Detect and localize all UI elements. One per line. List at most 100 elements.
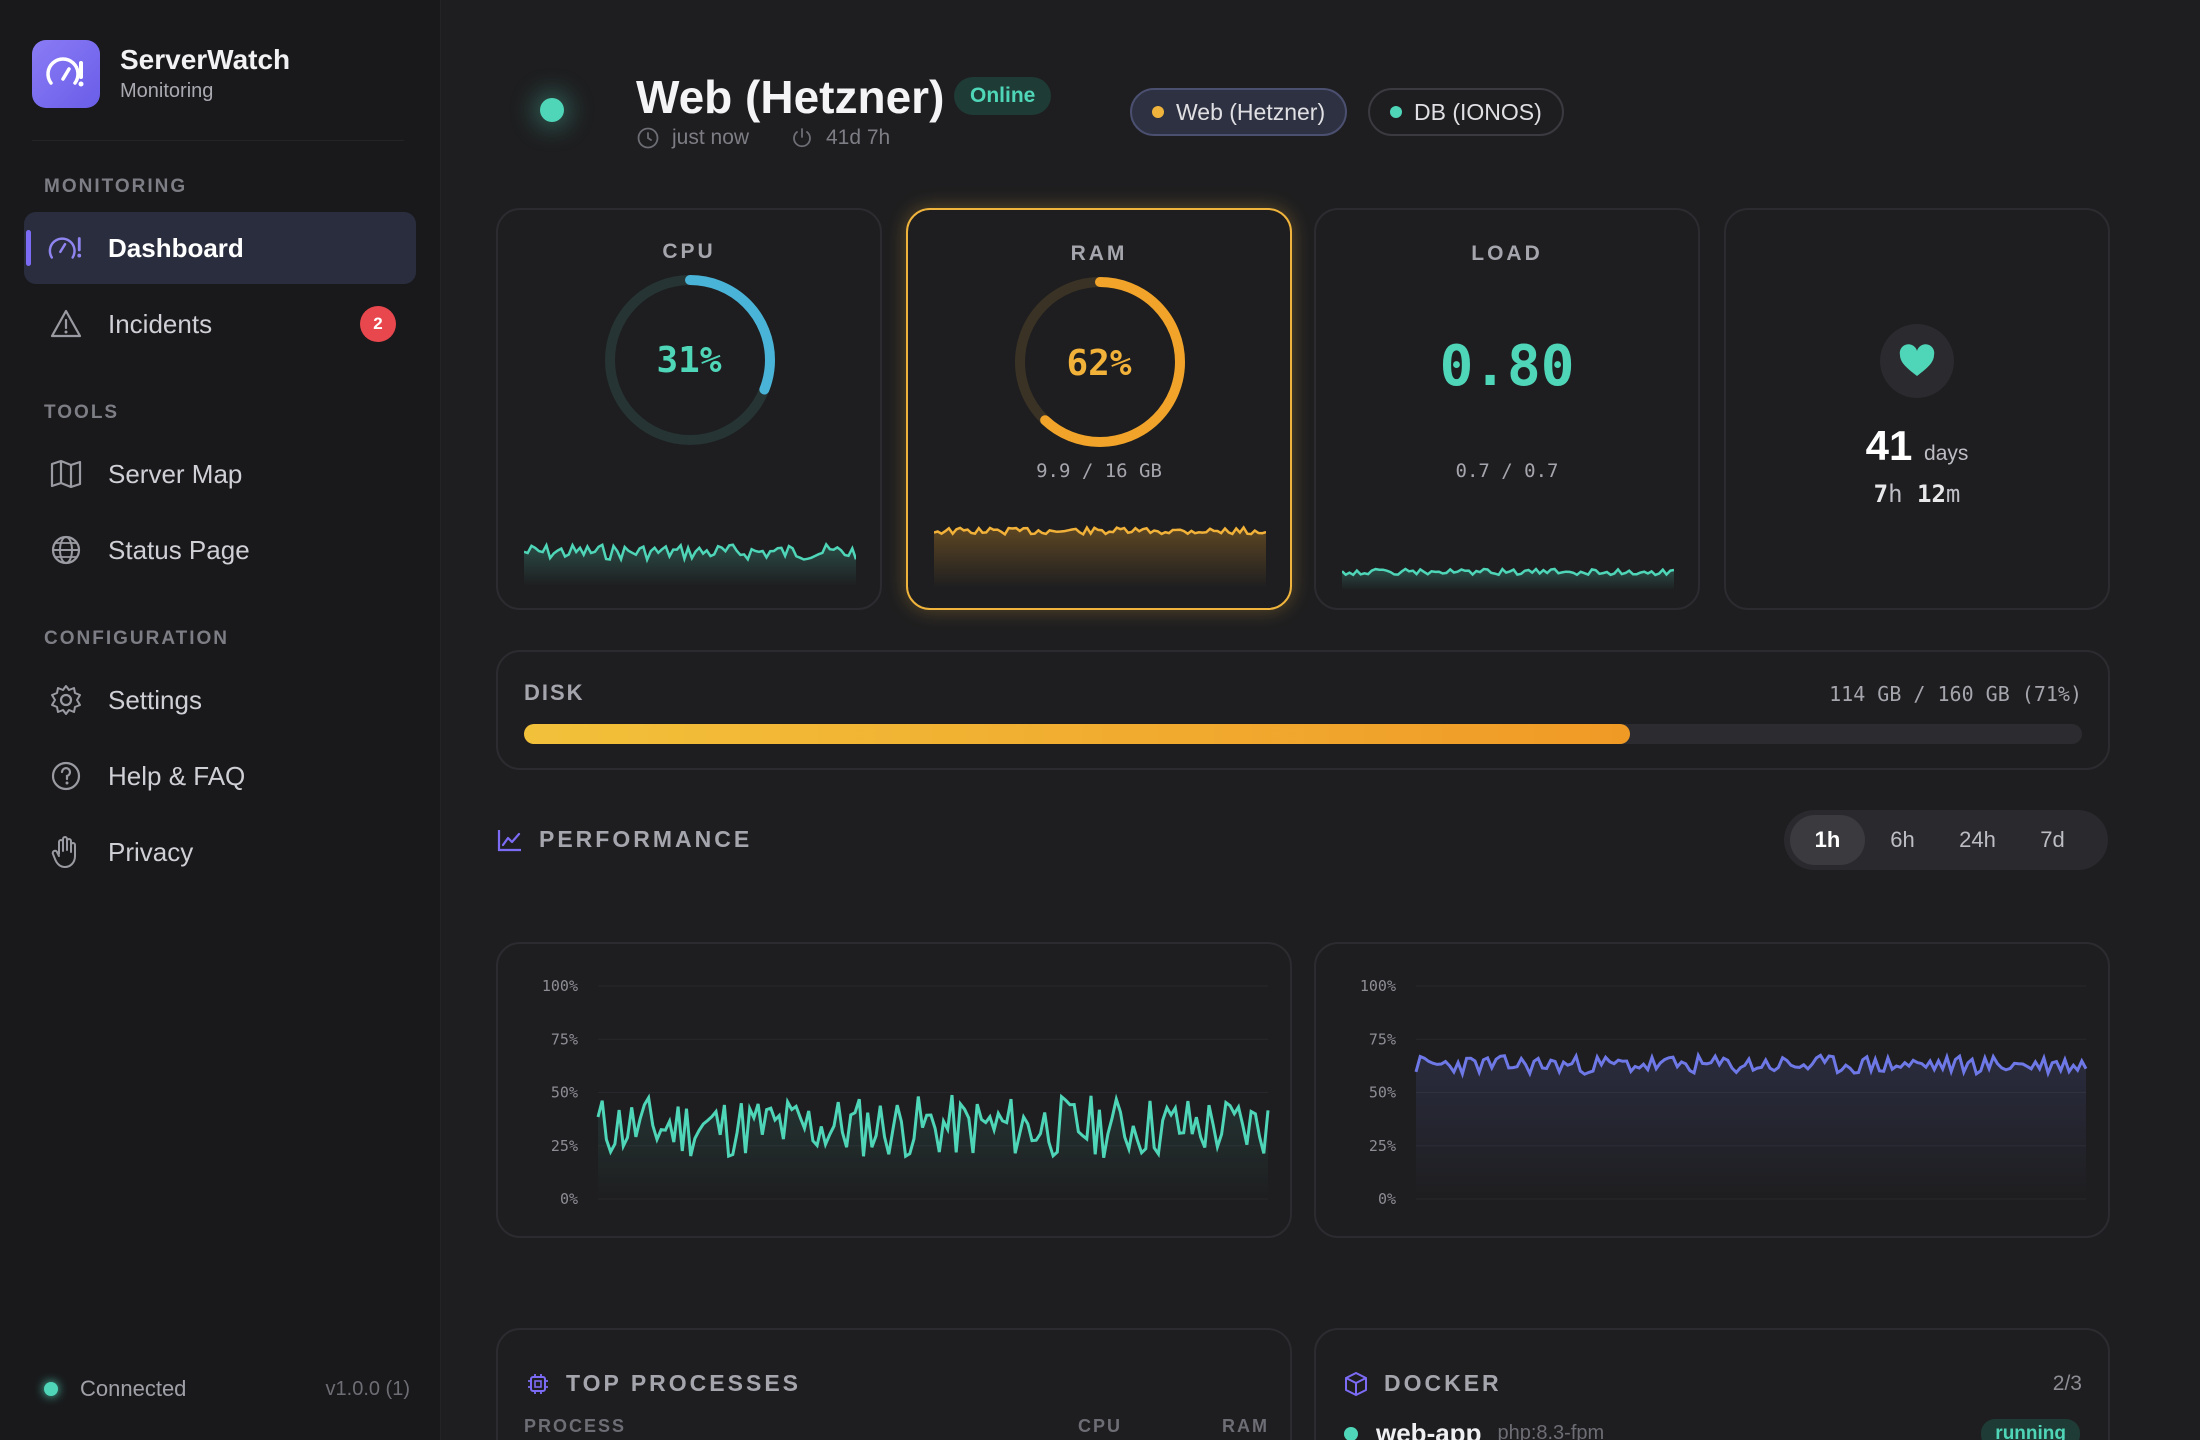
docker-title-text: DOCKER: [1384, 1370, 1502, 1396]
server-tab-db-ionos[interactable]: DB (IONOS): [1368, 88, 1564, 136]
container-status-badge: running: [1981, 1418, 2080, 1440]
sidebar-item-dashboard[interactable]: Dashboard: [24, 212, 416, 284]
y-tick-label: 0%: [1378, 1190, 1396, 1208]
ram-history-plot: 100% 75% 50% 25% 0%: [1360, 977, 2088, 1208]
load-sparkline: [1342, 567, 1674, 590]
sidebar-item-settings[interactable]: Settings: [24, 664, 416, 736]
brand[interactable]: ServerWatch Monitoring: [32, 40, 290, 108]
section-label-configuration: CONFIGURATION: [44, 628, 230, 649]
disk-card: DISK 114 GB / 160 GB (71%): [496, 650, 2110, 770]
chip-icon: [528, 1373, 548, 1394]
range-6h-button[interactable]: 6h: [1890, 827, 1915, 852]
app-version: v1.0.0 (1): [325, 1377, 410, 1400]
server-tab-web-hetzner[interactable]: Web (Hetzner): [1130, 88, 1348, 136]
cpu-sparkline: [524, 541, 856, 586]
ram-card[interactable]: RAM 62% 9.9 / 16 GB: [906, 208, 1292, 610]
sidebar-item-label: Status Page: [108, 534, 250, 565]
container-status-dot: [1344, 1426, 1358, 1440]
incidents-count-badge: 2: [360, 306, 396, 342]
gauge-icon: [48, 230, 84, 266]
range-24h-button[interactable]: 24h: [1959, 827, 1996, 852]
uptime-card[interactable]: 41 days 7h 12m: [1724, 208, 2110, 610]
disk-label: DISK: [524, 680, 585, 705]
cpu-gauge: [605, 275, 775, 445]
performance-header: PERFORMANCE: [497, 826, 752, 853]
sidebar-item-server-map[interactable]: Server Map: [24, 438, 416, 510]
uptime-short: 41d 7h: [790, 126, 890, 150]
ram-gauge: [1015, 277, 1185, 447]
docker-count: 2/3: [2052, 1372, 2082, 1395]
load-detail: 0.7 / 0.7: [1455, 460, 1559, 482]
app-title: ServerWatch: [120, 44, 291, 75]
cpu-label: CPU: [662, 240, 716, 263]
status-badge: Online: [954, 77, 1052, 115]
sidebar-item-privacy[interactable]: Privacy: [24, 816, 416, 888]
column-header-cpu: CPU: [1078, 1416, 1123, 1436]
cpu-gauge-arc: [605, 275, 775, 445]
ram-sparkline: [934, 525, 1266, 588]
section-label-monitoring: MONITORING: [44, 176, 188, 197]
sidebar-item-incidents[interactable]: Incidents 2: [24, 288, 416, 360]
y-tick-label: 50%: [1369, 1084, 1396, 1102]
heart-icon: [1880, 324, 1954, 398]
y-tick-label: 75%: [1369, 1030, 1396, 1048]
uptime-hours-unit: h: [1888, 480, 1903, 508]
app-subtitle: Monitoring: [120, 80, 214, 102]
warning-icon: [48, 306, 84, 342]
uptime-short-text: 41d 7h: [826, 126, 891, 149]
sidebar-divider: [32, 140, 404, 141]
sidebar-item-help[interactable]: Help & FAQ: [24, 740, 416, 812]
server-dot: [1390, 106, 1402, 118]
last-update: just now: [636, 126, 749, 150]
power-icon: [793, 128, 811, 148]
y-tick-label: 25%: [1369, 1137, 1396, 1155]
range-7d-button[interactable]: 7d: [2040, 827, 2065, 852]
ram-history-chart: 100% 75% 50% 25% 0%: [1314, 942, 2110, 1238]
sidebar-item-label: Settings: [108, 684, 202, 715]
time-range-selector: 1h 6h 24h 7d: [1784, 810, 2108, 870]
uptime-days-unit: days: [1924, 442, 1969, 465]
server-tab-label: Web (Hetzner): [1176, 98, 1326, 125]
disk-value: 114 GB / 160 GB (71%): [1829, 682, 2082, 706]
disk-usage-bar: [524, 724, 2082, 744]
docker-title: DOCKER: [1344, 1370, 1502, 1397]
load-value: 0.80: [1439, 334, 1575, 399]
box-icon: [1345, 1371, 1367, 1396]
sidebar-item-label: Server Map: [108, 458, 243, 489]
server-status-indicator: [540, 98, 564, 122]
sidebar: ServerWatch Monitoring MONITORING Dashbo…: [0, 0, 441, 1440]
cpu-card[interactable]: CPU 31%: [496, 208, 882, 610]
list-item[interactable]: web-app php:8.3-fpm running: [1344, 1418, 2080, 1440]
chart-line-icon: [497, 829, 521, 851]
uptime-hours-minutes: 7h 12m: [1726, 480, 2108, 508]
uptime-hours: 7: [1873, 480, 1889, 508]
server-tab-label: DB (IONOS): [1414, 98, 1542, 125]
cpu-history-plot: 100% 75% 50% 25% 0%: [542, 977, 1270, 1208]
sidebar-item-label: Dashboard: [108, 232, 244, 263]
range-1h-button[interactable]: 1h: [1790, 815, 1865, 865]
sidebar-item-status-page[interactable]: Status Page: [24, 514, 416, 586]
sidebar-footer: Connected v1.0.0 (1): [44, 1376, 410, 1402]
ram-gauge-arc: [1015, 277, 1185, 447]
load-label: LOAD: [1471, 242, 1543, 265]
sidebar-item-label: Incidents: [108, 308, 213, 339]
hand-icon: [48, 834, 84, 870]
connection-status-dot: [44, 1382, 58, 1396]
top-processes-title-text: TOP PROCESSES: [566, 1370, 801, 1396]
ram-detail: 9.9 / 16 GB: [1036, 460, 1162, 482]
sidebar-item-label: Privacy: [108, 836, 194, 867]
cpu-history-chart: 100% 75% 50% 25% 0%: [496, 942, 1292, 1238]
server-dot: [1152, 106, 1164, 118]
column-header-ram: RAM: [1222, 1416, 1269, 1436]
help-icon: [48, 758, 84, 794]
cpu-value: 31%: [656, 340, 722, 381]
connection-status: Connected: [80, 1376, 187, 1401]
y-tick-label: 0%: [560, 1190, 578, 1208]
load-card[interactable]: LOAD 0.80 0.7 / 0.7: [1314, 208, 1700, 610]
performance-title: PERFORMANCE: [539, 826, 753, 852]
ram-label: RAM: [1070, 242, 1128, 265]
map-icon: [48, 456, 84, 492]
docker-card: DOCKER 2/3 web-app php:8.3-fpm running: [1314, 1328, 2110, 1440]
section-label-tools: TOOLS: [44, 402, 120, 423]
uptime-minutes: 12: [1917, 480, 1946, 508]
